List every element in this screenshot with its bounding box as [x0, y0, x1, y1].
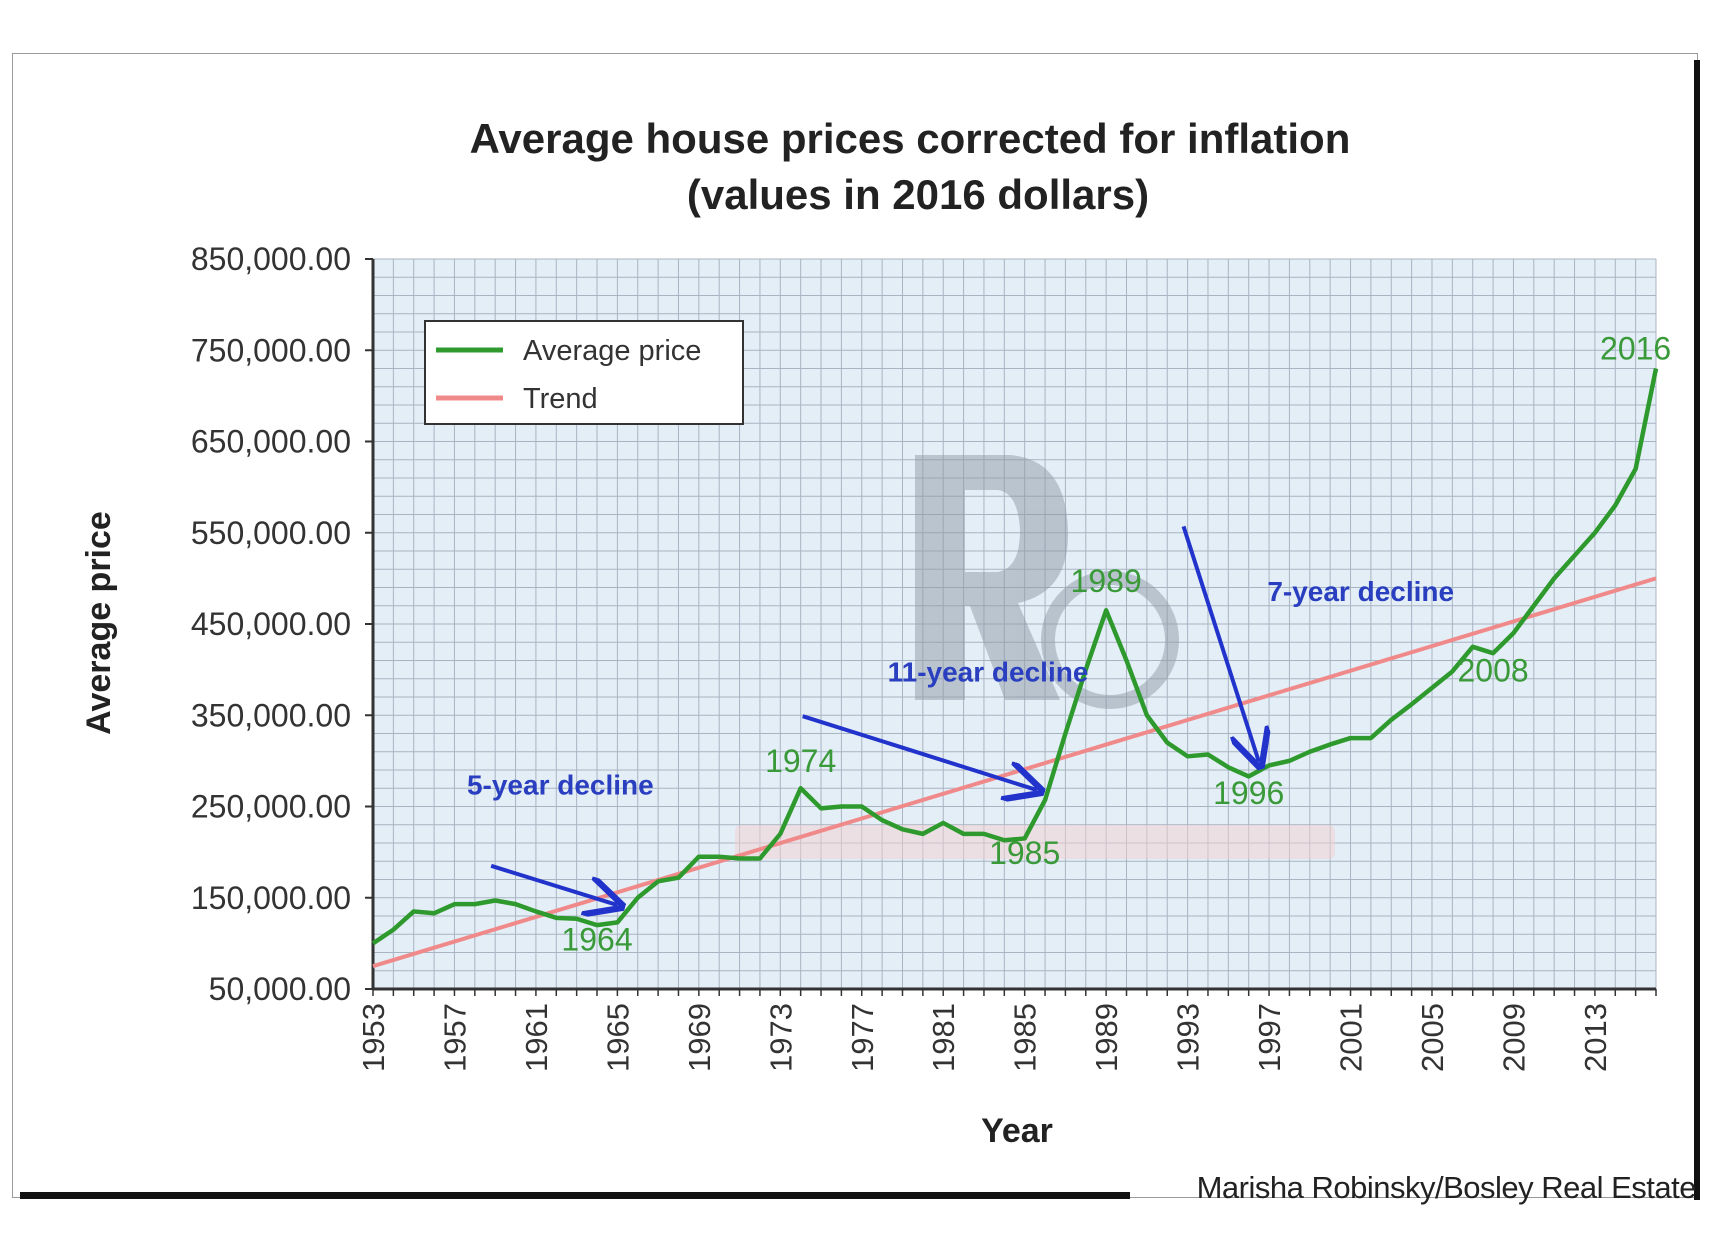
- x-tick-label: 1997: [1252, 1003, 1287, 1072]
- x-tick-label: 2001: [1334, 1003, 1369, 1072]
- y-tick-label: 50,000.00: [209, 971, 351, 1007]
- watermark-logo: [735, 455, 1335, 859]
- y-tick-label: 350,000.00: [191, 697, 351, 733]
- chart-title: Average house prices corrected for infla…: [470, 115, 1351, 162]
- year-label: 1996: [1213, 775, 1284, 811]
- decline-arrow: [802, 714, 1037, 790]
- decline-arrow: [1181, 525, 1259, 761]
- decline-arrows: [490, 525, 1259, 905]
- decline-label: 7-year decline: [1267, 576, 1454, 607]
- year-label: 2016: [1600, 330, 1671, 366]
- x-tick-label: 1969: [682, 1003, 717, 1072]
- x-tick-label: 1961: [519, 1003, 554, 1072]
- frame-shadow-right: [1694, 60, 1700, 1200]
- decline-label: 11-year decline: [888, 656, 1089, 687]
- x-tick-label: 1957: [437, 1003, 472, 1072]
- decline-label: 5-year decline: [467, 770, 654, 801]
- chart-subtitle: (values in 2016 dollars): [687, 171, 1149, 218]
- year-label: 1989: [1071, 563, 1142, 599]
- x-tick-label: 2009: [1496, 1003, 1531, 1072]
- x-tick-label: 1953: [356, 1003, 391, 1072]
- year-annotations: 1964 1974 1985 1989 1996 2008 2016: [561, 330, 1671, 957]
- x-tick-label: 1985: [1008, 1003, 1043, 1072]
- axes: [365, 258, 1657, 996]
- legend: Average price Trend: [424, 320, 744, 425]
- y-tick-label: 450,000.00: [191, 606, 351, 642]
- x-tick-labels: 1953 1957 1961 1965 1969 1973 1977 1981 1985 1989…: [356, 1003, 1613, 1072]
- x-tick-label: 1965: [600, 1003, 635, 1072]
- y-tick-labels: 850,000.00 750,000.00 650,000.00 550,000.00…: [191, 241, 351, 1007]
- x-axis-label: Year: [981, 1112, 1053, 1150]
- image-credit: Marisha Robinsky/Bosley Real Estate: [1196, 1170, 1697, 1205]
- y-tick-label: 150,000.00: [191, 880, 351, 916]
- year-label: 1985: [989, 835, 1060, 871]
- frame-shadow-bottom: [20, 1192, 1130, 1199]
- y-tick-label: 250,000.00: [191, 789, 351, 825]
- y-tick-label: 650,000.00: [191, 424, 351, 460]
- decline-arrow: [490, 863, 617, 905]
- x-tick-label: 1977: [845, 1003, 880, 1072]
- x-tick-label: 2013: [1578, 1003, 1613, 1072]
- year-label: 1964: [561, 922, 632, 958]
- x-tick-label: 1973: [763, 1003, 798, 1072]
- series-average-price-line: [371, 368, 1659, 946]
- legend-label-average: Average price: [523, 335, 701, 367]
- x-tick-label: 2005: [1415, 1003, 1450, 1072]
- y-axis-label: Average price: [80, 511, 118, 735]
- legend-box: [424, 320, 744, 425]
- legend-label-trend: Trend: [523, 383, 598, 415]
- decline-annotations: 5-year decline 11-year decline 7-year decl…: [467, 576, 1454, 800]
- x-tick-label: 1989: [1089, 1003, 1124, 1072]
- y-tick-label: 850,000.00: [191, 241, 351, 277]
- x-tick-label: 1993: [1171, 1003, 1206, 1072]
- y-tick-label: 550,000.00: [191, 515, 351, 551]
- y-tick-label: 750,000.00: [191, 332, 351, 368]
- year-label: 2008: [1457, 652, 1528, 688]
- year-label: 1974: [765, 743, 836, 779]
- x-tick-label: 1981: [926, 1003, 961, 1072]
